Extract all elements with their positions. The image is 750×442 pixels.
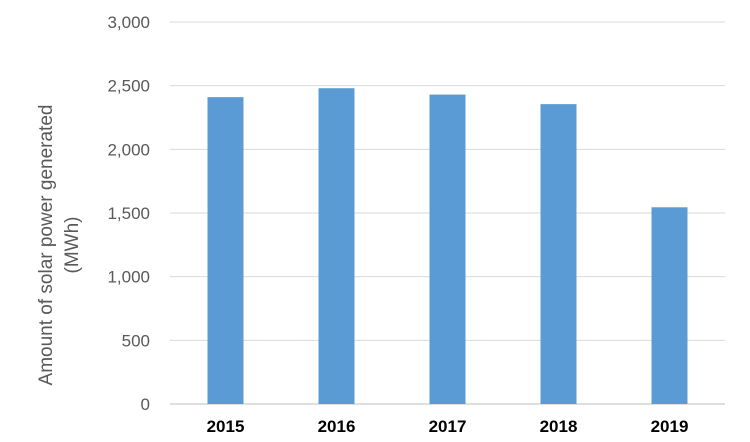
bars [207, 88, 688, 405]
x-category-label: 2016 [318, 417, 356, 436]
y-tick-label: 0 [141, 395, 150, 414]
y-axis-title-line2: (MWh) [62, 216, 83, 274]
y-tick-label: 2,500 [107, 77, 150, 96]
bar-2019 [651, 207, 688, 404]
x-category-label: 2018 [540, 417, 578, 436]
bar-2017 [429, 94, 466, 404]
x-category-label: 2019 [651, 417, 689, 436]
y-axis-title: Amount of solar power generated (MWh) [34, 105, 86, 386]
y-tick-label: 500 [122, 331, 150, 350]
x-axis-category-labels: 2015 2016 2017 2018 2019 [207, 417, 689, 436]
y-axis-title-line1: Amount of solar power generated [36, 104, 57, 386]
y-tick-label: 1,500 [107, 204, 150, 223]
x-category-label: 2017 [429, 417, 467, 436]
y-tick-label: 2,000 [107, 140, 150, 159]
y-axis-tick-labels: 0 500 1,000 1,500 2,000 2,500 3,000 [107, 13, 150, 414]
bar-2015 [207, 97, 244, 405]
bar-2016 [318, 88, 355, 405]
x-category-label: 2015 [207, 417, 245, 436]
bar-2018 [540, 104, 577, 404]
y-axis-title-container: Amount of solar power generated (MWh) [20, 0, 100, 442]
y-tick-label: 1,000 [107, 268, 150, 287]
y-tick-label: 3,000 [107, 13, 150, 32]
